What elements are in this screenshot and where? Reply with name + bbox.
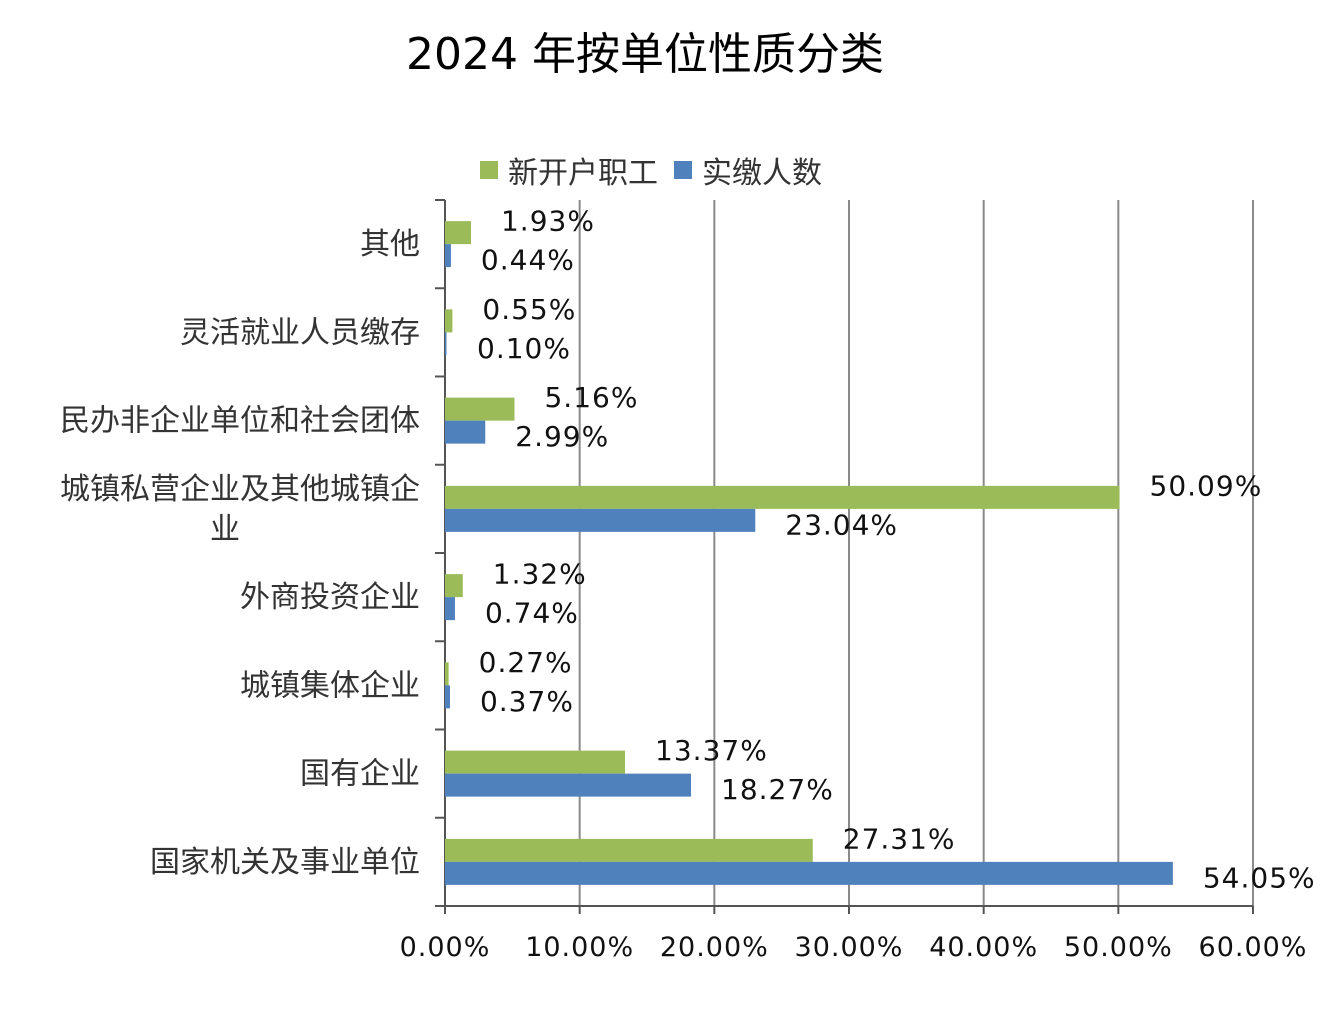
legend-item-paid-count: 实缴人数 (674, 148, 822, 192)
legend-item-new-accounts: 新开户职工 (480, 148, 658, 192)
legend: 新开户职工 实缴人数 (480, 148, 838, 192)
category-label: 业 (210, 512, 240, 547)
bar-new-accounts (445, 485, 1120, 509)
data-label: 0.27% (479, 646, 573, 679)
x-tick-label: 10.00% (525, 932, 634, 963)
data-label: 50.09% (1150, 469, 1263, 502)
data-label: 23.04% (785, 508, 898, 541)
data-label: 0.55% (482, 293, 576, 326)
data-label: 0.10% (477, 332, 571, 365)
data-label: 18.27% (721, 773, 834, 806)
bar-paid-count (445, 861, 1173, 885)
bar-new-accounts (445, 750, 626, 774)
category-label: 国家机关及事业单位 (150, 845, 420, 880)
category-label: 外商投资企业 (240, 580, 420, 615)
bar-new-accounts (445, 662, 449, 686)
x-tick-label: 60.00% (1199, 932, 1308, 963)
category-label: 民办非企业单位和社会团体 (60, 404, 420, 439)
bar-new-accounts (445, 309, 453, 333)
chart-title: 2024 年按单位性质分类 (406, 29, 884, 80)
x-tick-label: 40.00% (929, 932, 1038, 963)
bar-paid-count (445, 685, 450, 709)
data-label: 0.74% (485, 597, 579, 630)
bar-new-accounts (445, 574, 463, 598)
legend-label: 新开户职工 (508, 156, 658, 191)
category-label: 国有企业 (300, 757, 420, 792)
data-label: 13.37% (655, 734, 768, 767)
bar-paid-count (445, 508, 756, 532)
x-tick-label: 0.00% (400, 932, 491, 963)
bar-new-accounts (445, 397, 515, 421)
legend-swatch-green (480, 161, 498, 179)
data-label: 5.16% (544, 381, 638, 414)
x-tick-label: 50.00% (1064, 932, 1173, 963)
category-label: 城镇私营企业及其他城镇企 (60, 472, 420, 507)
bar-paid-count (445, 332, 447, 356)
data-label: 54.05% (1203, 861, 1316, 894)
category-label: 城镇集体企业 (240, 668, 420, 703)
bar-new-accounts (445, 838, 813, 862)
data-label: 1.93% (501, 205, 595, 238)
bar-paid-count (445, 773, 692, 797)
data-label: 1.32% (493, 558, 587, 591)
x-tick-label: 20.00% (660, 932, 769, 963)
x-tick-label: 30.00% (795, 932, 904, 963)
data-label: 27.31% (843, 822, 956, 855)
bar-new-accounts (445, 221, 471, 245)
data-label: 2.99% (515, 420, 609, 453)
bar-paid-count (445, 244, 451, 268)
legend-swatch-blue (674, 161, 692, 179)
data-label: 0.44% (481, 244, 575, 277)
category-label: 其他 (360, 227, 420, 262)
data-label: 0.37% (480, 685, 574, 718)
category-label: 灵活就业人员缴存 (180, 315, 420, 350)
legend-label: 实缴人数 (702, 156, 822, 191)
bar-paid-count (445, 597, 455, 621)
bar-paid-count (445, 420, 486, 444)
